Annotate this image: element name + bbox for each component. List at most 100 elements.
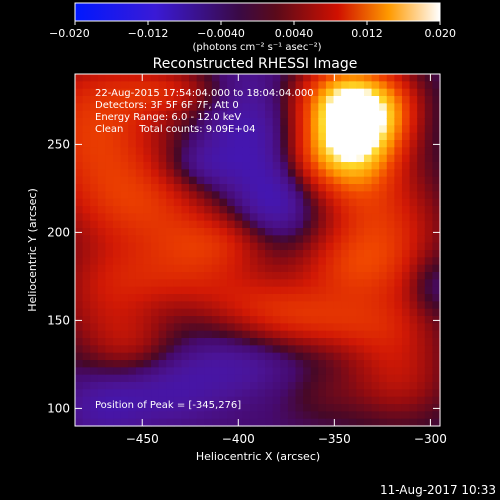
heatmap-cell	[363, 418, 373, 427]
heatmap-cell	[249, 352, 259, 361]
heatmap-cell	[166, 316, 175, 324]
heatmap-cell	[424, 213, 433, 222]
heatmap-cell	[379, 103, 388, 112]
heatmap-cell	[105, 184, 114, 192]
heatmap-cell	[219, 264, 228, 273]
heatmap-cell	[227, 125, 236, 134]
heatmap-cell	[143, 228, 152, 236]
heatmap-cell	[333, 257, 342, 266]
heatmap-cell	[280, 352, 289, 361]
heatmap-cell	[265, 345, 274, 354]
heatmap-cell	[135, 198, 145, 207]
heatmap-cell	[211, 272, 221, 280]
heatmap-cell	[196, 286, 205, 295]
heatmap-cell	[363, 286, 373, 295]
heatmap-cell	[348, 88, 357, 97]
heatmap-cell	[265, 198, 274, 207]
heatmap-cell	[196, 257, 205, 266]
heatmap-cell	[173, 250, 183, 258]
heatmap-cell	[158, 118, 167, 126]
heatmap-cell	[417, 235, 426, 244]
heatmap-cell	[371, 352, 380, 361]
heatmap-cell	[173, 140, 183, 148]
heatmap-cell	[196, 345, 205, 354]
heatmap-cell	[356, 198, 365, 207]
heatmap-cell	[394, 301, 403, 310]
heatmap-cell	[234, 404, 243, 412]
heatmap-cell	[211, 294, 221, 302]
heatmap-cell	[325, 191, 335, 200]
heatmap-cell	[196, 301, 205, 310]
heatmap-cell	[151, 352, 160, 361]
heatmap-cell	[310, 169, 319, 178]
heatmap-cell	[394, 235, 403, 244]
heatmap-cell	[409, 125, 418, 134]
heatmap-cell	[128, 308, 137, 317]
heatmap-cell	[348, 250, 357, 258]
heatmap-cell	[120, 88, 129, 97]
heatmap-cell	[280, 184, 289, 192]
heatmap-cell	[135, 294, 145, 302]
heatmap-cell	[363, 382, 373, 390]
heatmap-cell	[143, 169, 152, 178]
heatmap-cell	[151, 338, 160, 346]
heatmap-cell	[75, 396, 84, 405]
heatmap-cell	[386, 118, 395, 126]
heatmap-cell	[287, 323, 297, 332]
heatmap-cell	[287, 316, 297, 324]
heatmap-cell	[341, 330, 350, 339]
heatmap-cell	[181, 338, 190, 346]
heatmap-cell	[249, 88, 259, 97]
heatmap-cell	[120, 404, 129, 412]
heatmap-cell	[363, 140, 373, 148]
heatmap-cell	[272, 125, 281, 134]
heatmap-cell	[219, 367, 228, 376]
heatmap-cell	[189, 404, 198, 412]
heatmap-cell	[325, 88, 335, 97]
heatmap-cell	[105, 257, 114, 266]
heatmap-cell	[325, 257, 335, 266]
heatmap-cell	[204, 338, 213, 346]
heatmap-cell	[280, 191, 289, 200]
heatmap-cell	[143, 352, 152, 361]
heatmap-cell	[227, 96, 236, 104]
heatmap-cell	[166, 154, 175, 163]
heatmap-cell	[257, 184, 266, 192]
heatmap-cell	[325, 301, 335, 310]
heatmap-cell	[135, 162, 145, 170]
heatmap-cell	[310, 213, 319, 222]
heatmap-cell	[401, 404, 411, 412]
heatmap-cell	[135, 308, 145, 317]
heatmap-cell	[105, 330, 114, 339]
heatmap-cell	[97, 228, 107, 236]
heatmap-cell	[82, 154, 91, 163]
heatmap-cell	[196, 330, 205, 339]
heatmap-cell	[143, 235, 152, 244]
heatmap-cell	[219, 184, 228, 192]
heatmap-cell	[348, 140, 357, 148]
heatmap-cell	[75, 242, 84, 251]
heatmap-cell	[272, 191, 281, 200]
heatmap-cell	[211, 206, 221, 214]
heatmap-cell	[158, 396, 167, 405]
heatmap-cell	[227, 352, 236, 361]
heatmap-cell	[128, 374, 137, 383]
heatmap-cell	[151, 206, 160, 214]
heatmap-cell	[295, 74, 304, 82]
heatmap-cell	[166, 360, 175, 368]
heatmap-cell	[272, 140, 281, 148]
heatmap-cell	[356, 286, 365, 295]
heatmap-cell	[189, 169, 198, 178]
heatmap-cell	[409, 206, 418, 214]
heatmap-cell	[189, 294, 198, 302]
heatmap-cell	[379, 338, 388, 346]
heatmap-cell	[417, 374, 426, 383]
heatmap-cell	[128, 176, 137, 185]
heatmap-cell	[257, 206, 266, 214]
heatmap-cell	[356, 103, 365, 112]
heatmap-cell	[113, 250, 122, 258]
heatmap-cell	[204, 374, 213, 383]
heatmap-cell	[105, 382, 114, 390]
heatmap-cell	[303, 132, 312, 141]
heatmap-cell	[341, 382, 350, 390]
